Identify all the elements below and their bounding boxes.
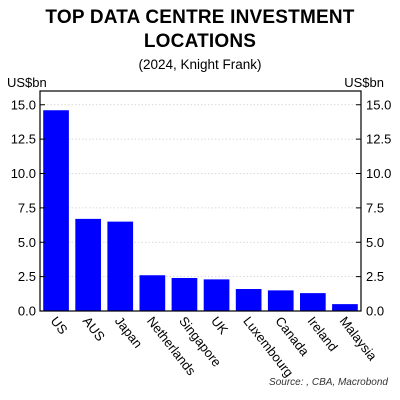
y-tick-label-left: 2.5 — [18, 269, 36, 284]
y-axis-right-unit: US$bn — [344, 75, 384, 90]
chart-subtitle: (2024, Knight Frank) — [138, 57, 262, 72]
y-tick-label-right: 0.0 — [366, 304, 384, 319]
bar-netherlands — [139, 275, 166, 311]
y-axis-left-unit: US$bn — [7, 75, 47, 90]
y-tick-label-left: 0.0 — [18, 304, 36, 319]
y-tick-label-right: 2.5 — [366, 269, 384, 284]
chart-title-line-1: TOP DATA CENTRE INVESTMENT — [45, 7, 355, 28]
y-tick-label-left: 15.0 — [11, 97, 36, 112]
bar-aus — [75, 218, 101, 311]
source-note: Source: , CBA, Macrobond — [269, 377, 388, 388]
y-tick-label-right: 15.0 — [366, 97, 391, 112]
bars — [43, 110, 358, 311]
bar-canada — [267, 290, 294, 311]
y-tick-label-left: 10.0 — [11, 166, 36, 181]
bar-singapore — [171, 278, 198, 311]
y-tick-label-right: 5.0 — [366, 235, 384, 250]
bar-us — [43, 110, 69, 311]
x-category-label: Malaysia — [337, 314, 381, 364]
x-category-label: UK — [208, 314, 231, 338]
bar-japan — [107, 221, 134, 311]
y-tick-label-left: 7.5 — [18, 200, 36, 215]
bar-luxembourg — [235, 289, 262, 311]
x-category-label: Japan — [112, 314, 146, 351]
chart-title-line-2: LOCATIONS — [143, 31, 257, 52]
x-category-label: US — [48, 314, 71, 338]
x-category-label: AUS — [80, 314, 108, 345]
y-tick-label-left: 5.0 — [18, 235, 36, 250]
y-tick-label-right: 10.0 — [366, 166, 391, 181]
y-tick-label-right: 12.5 — [366, 132, 391, 147]
y-tick-label-right: 7.5 — [366, 200, 384, 215]
bar-ireland — [300, 293, 326, 311]
y-tick-label-left: 12.5 — [11, 132, 36, 147]
plot-frame — [39, 90, 362, 312]
axis-ticks — [40, 104, 361, 312]
bar-uk — [203, 279, 230, 311]
bar-malaysia — [332, 304, 358, 311]
